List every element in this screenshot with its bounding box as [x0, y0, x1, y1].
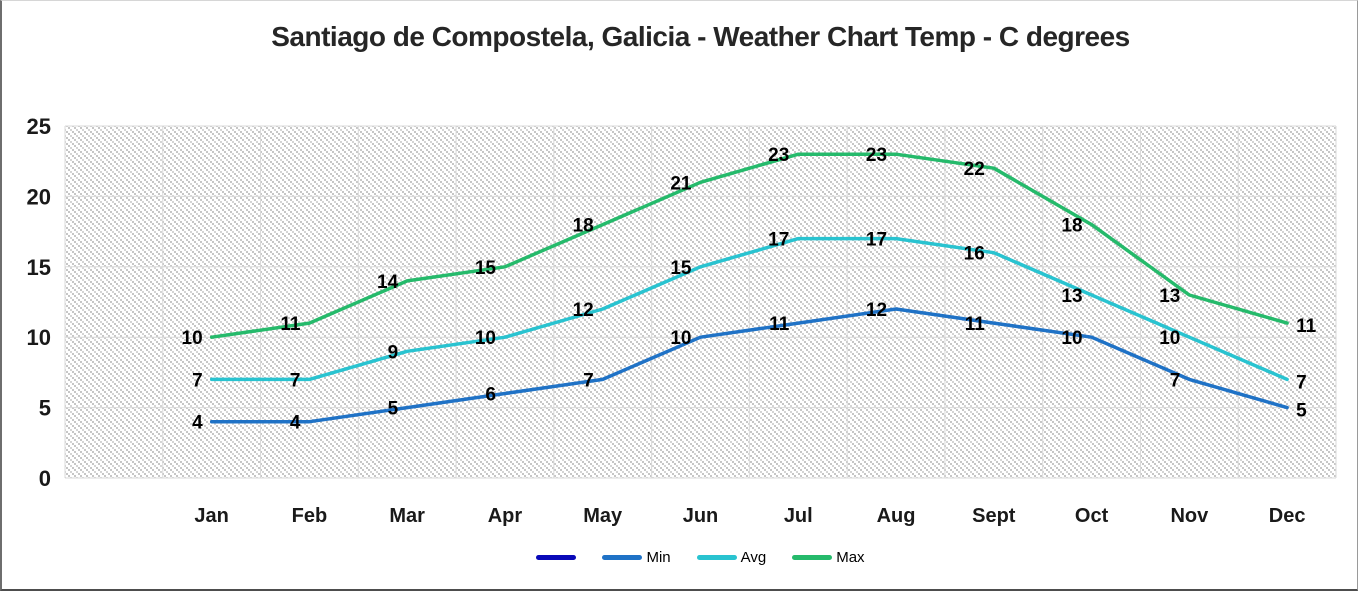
data-label-avg: 7	[290, 370, 301, 391]
data-label-avg: 12	[573, 300, 594, 321]
x-axis-month-label: Jan	[194, 505, 228, 527]
data-label-min: 5	[1296, 401, 1307, 422]
legend-item-blank	[536, 555, 577, 560]
data-label-max: 22	[964, 159, 985, 180]
x-axis-month-label: Aug	[877, 505, 916, 527]
chart-title: Santiago de Compostela, Galicia - Weathe…	[271, 21, 1130, 52]
series-line-avg	[209, 236, 1289, 382]
data-label-max: 10	[182, 328, 203, 349]
x-axis-month-label: Mar	[389, 505, 425, 527]
legend-item-avg: Avg	[696, 549, 767, 566]
data-label-min: 7	[583, 370, 594, 391]
data-label-avg: 10	[1159, 328, 1180, 349]
x-axis-month-label: Dec	[1269, 505, 1306, 527]
data-label-max: 18	[1061, 216, 1082, 237]
series-line-max	[209, 152, 1289, 339]
x-axis-month-label: May	[583, 505, 623, 527]
data-label-min: 10	[1061, 328, 1082, 349]
data-label-max: 18	[573, 216, 594, 237]
data-label-max: 21	[670, 173, 692, 194]
data-label-max: 23	[866, 145, 887, 166]
legend-item-max: Max	[792, 549, 865, 566]
x-axis-month-label: Jul	[784, 505, 813, 527]
plot-area-background	[65, 126, 1336, 478]
data-label-avg: 15	[670, 258, 692, 279]
legend-line-swatch	[536, 555, 577, 560]
data-label-avg: 7	[192, 370, 203, 391]
series-line-min	[209, 307, 1289, 424]
data-label-avg: 13	[1061, 286, 1082, 307]
x-axis-month-label: Nov	[1170, 505, 1209, 527]
y-axis-tick-label: 25	[27, 114, 51, 139]
legend-label: Max	[836, 549, 865, 566]
data-label-max: 11	[1296, 316, 1317, 337]
x-axis-month-label: Apr	[488, 505, 523, 527]
x-axis-month-label: Sept	[972, 505, 1016, 527]
data-label-avg: 17	[768, 230, 789, 251]
data-label-avg: 17	[866, 230, 887, 251]
y-axis-tick-label: 0	[39, 466, 51, 491]
data-label-min: 6	[485, 385, 496, 406]
data-label-max: 13	[1159, 286, 1180, 307]
chart-legend: Min Avg Max	[65, 550, 1336, 565]
legend-label: Min	[646, 549, 671, 566]
data-label-min: 5	[388, 399, 399, 420]
data-label-max: 14	[377, 272, 399, 293]
legend-line-swatch	[602, 555, 643, 560]
data-label-max: 23	[768, 145, 789, 166]
data-label-max: 15	[475, 258, 497, 279]
data-label-min: 4	[290, 413, 301, 434]
x-axis-month-label: Jun	[683, 505, 719, 527]
data-label-min: 10	[670, 328, 691, 349]
data-label-min: 4	[192, 413, 203, 434]
data-label-min: 11	[965, 314, 986, 335]
data-label-avg: 9	[388, 342, 399, 363]
data-label-avg: 7	[1296, 372, 1307, 393]
data-label-avg: 16	[964, 244, 985, 265]
x-axis-month-label: Feb	[292, 505, 328, 527]
legend-line-swatch	[792, 555, 833, 560]
y-axis-tick-label: 15	[27, 255, 51, 280]
data-label-min: 12	[866, 300, 887, 321]
data-label-max: 11	[280, 314, 301, 335]
y-axis-tick-label: 20	[27, 184, 51, 209]
y-axis-tick-label: 10	[27, 325, 51, 350]
data-label-min: 7	[1170, 370, 1181, 391]
legend-label: Avg	[740, 549, 767, 566]
x-axis-month-label: Oct	[1075, 505, 1109, 527]
y-axis-tick-label: 5	[39, 396, 51, 421]
data-label-avg: 10	[475, 328, 496, 349]
legend-line-swatch	[696, 555, 737, 560]
legend-item-min: Min	[602, 549, 671, 566]
data-label-min: 11	[769, 314, 790, 335]
